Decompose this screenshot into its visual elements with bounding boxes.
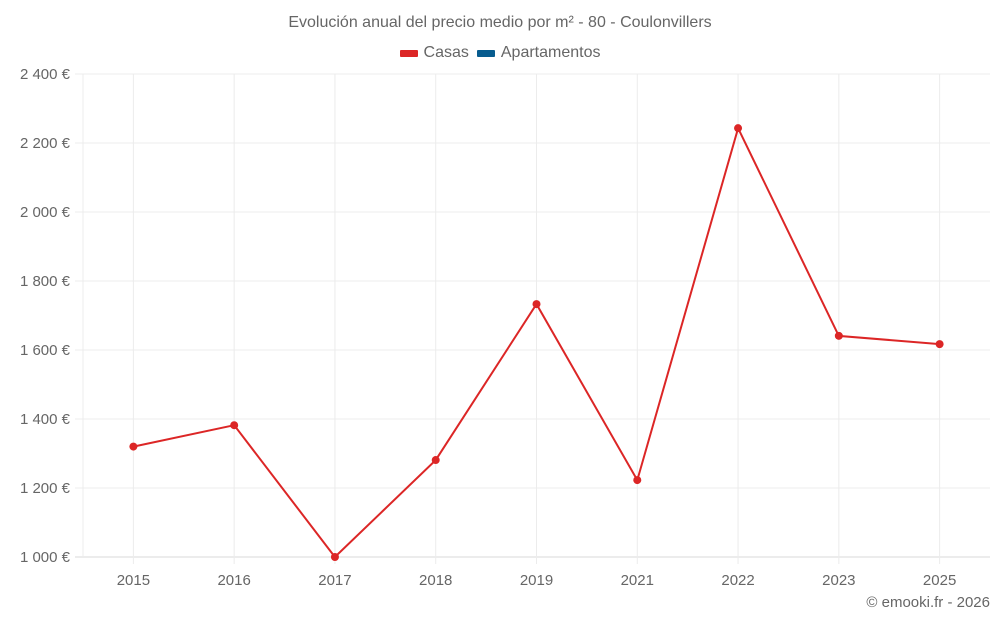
legend-label-apartamentos: Apartamentos (500, 44, 601, 61)
data-point[interactable] (230, 421, 239, 430)
y-tick-label: 2 200 € (20, 135, 71, 152)
x-tick-label: 2021 (621, 572, 654, 589)
y-tick-label: 1 400 € (20, 411, 71, 428)
x-tick-label: 2016 (217, 572, 250, 589)
x-tick-label: 2018 (419, 572, 452, 589)
legend-label-casas: Casas (423, 44, 469, 61)
data-point[interactable] (129, 442, 138, 451)
y-tick-label: 2 400 € (20, 66, 71, 83)
y-tick-label: 1 200 € (20, 480, 71, 497)
x-tick-label: 2015 (117, 572, 150, 589)
data-point[interactable] (734, 124, 743, 133)
y-tick-label: 1 000 € (20, 549, 71, 566)
legend: Casas Apartamentos (0, 44, 1000, 62)
y-tick-label: 2 000 € (20, 204, 71, 221)
x-tick-label: 2019 (520, 572, 553, 589)
credit-text: © emooki.fr - 2026 (866, 594, 990, 611)
x-tick-label: 2017 (318, 572, 351, 589)
x-tick-label: 2023 (822, 572, 855, 589)
data-point[interactable] (633, 476, 642, 485)
chart-title: Evolución anual del precio medio por m² … (288, 14, 712, 31)
x-tick-label: 2022 (721, 572, 754, 589)
data-point[interactable] (431, 456, 440, 465)
legend-swatch-apartamentos (476, 49, 495, 57)
x-tick-label: 2025 (923, 572, 956, 589)
data-point[interactable] (834, 331, 843, 340)
y-tick-label: 1 600 € (20, 342, 71, 359)
data-point[interactable] (935, 340, 944, 349)
legend-swatch-casas (399, 49, 418, 57)
legend-item-apartamentos[interactable]: Apartamentos (476, 44, 601, 62)
data-point[interactable] (532, 300, 541, 309)
legend-item-casas[interactable]: Casas (399, 44, 469, 62)
y-tick-label: 1 800 € (20, 273, 71, 290)
data-point[interactable] (330, 553, 339, 561)
